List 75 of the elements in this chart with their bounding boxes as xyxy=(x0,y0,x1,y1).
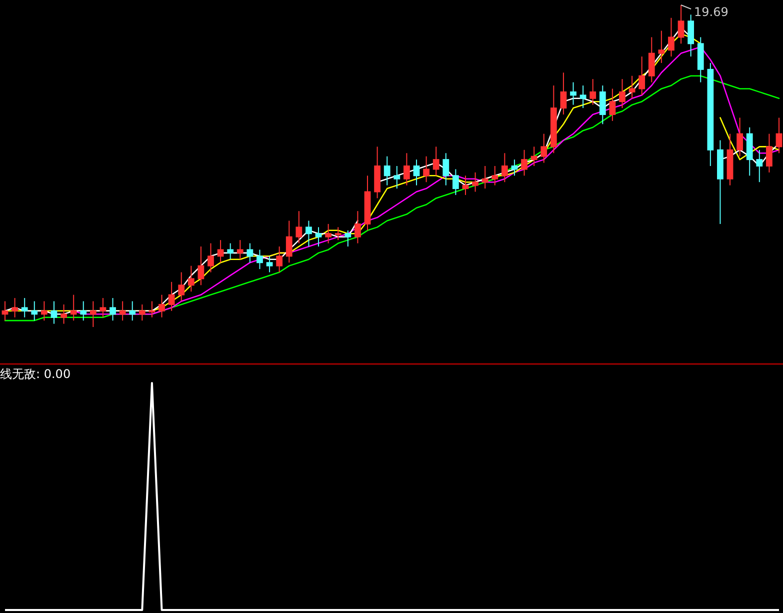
candlestick xyxy=(688,14,694,58)
candlestick xyxy=(462,175,469,196)
candlestick xyxy=(746,126,753,176)
candlestick xyxy=(31,300,38,322)
candlestick xyxy=(472,172,478,192)
chart-title: 线无敌: 0.00 xyxy=(0,367,71,381)
candlestick xyxy=(384,156,390,186)
candlestick xyxy=(208,242,214,273)
candlestick xyxy=(100,298,106,318)
candlestick xyxy=(168,281,175,312)
candlestick xyxy=(188,265,194,292)
candlestick xyxy=(452,168,459,196)
candlestick xyxy=(276,246,283,273)
candlestick xyxy=(90,300,96,328)
candlestick xyxy=(12,298,18,318)
candlestick xyxy=(404,152,410,186)
candlestick xyxy=(394,166,400,190)
candlestick xyxy=(560,72,567,115)
candlestick xyxy=(492,166,498,186)
candlestick xyxy=(306,220,312,247)
candlestick xyxy=(158,294,165,318)
candlestick xyxy=(413,159,420,186)
candlestick xyxy=(296,210,302,244)
candlestick xyxy=(138,304,146,322)
candlestick xyxy=(717,140,724,224)
candlestick xyxy=(119,300,126,322)
candlestick xyxy=(521,149,528,176)
candlestick xyxy=(2,300,8,322)
candlestick xyxy=(570,82,576,106)
candlestick xyxy=(599,85,606,125)
candlestick xyxy=(60,304,67,324)
candlestick xyxy=(70,294,77,322)
candlestick xyxy=(286,220,292,264)
candlestick xyxy=(766,133,772,173)
candlestick xyxy=(756,149,763,183)
candlestick xyxy=(668,17,674,58)
candlestick xyxy=(423,156,430,183)
candlestick xyxy=(580,85,586,109)
candlestick xyxy=(678,4,684,44)
candlestick xyxy=(609,88,616,122)
candlestick xyxy=(530,146,538,166)
candlestick xyxy=(80,300,87,322)
candlestick xyxy=(442,152,450,186)
candlestick xyxy=(590,78,596,106)
candlestick xyxy=(776,117,782,154)
candlestick xyxy=(129,300,136,322)
candlestick xyxy=(638,56,646,96)
candlestick xyxy=(266,256,273,273)
candlestick xyxy=(40,300,48,322)
candlestick xyxy=(726,133,734,186)
candlestick xyxy=(325,223,332,244)
candlestick xyxy=(619,78,626,109)
candlestick xyxy=(697,36,704,83)
candlestick xyxy=(540,133,548,164)
candlestick xyxy=(736,117,744,157)
candlestick xyxy=(648,36,655,83)
candlestick xyxy=(236,240,244,260)
candlestick xyxy=(256,249,263,270)
candlestick xyxy=(315,226,322,247)
candlestick xyxy=(482,166,488,190)
candlestick xyxy=(658,30,665,64)
candlestick xyxy=(110,298,116,322)
candlestick xyxy=(217,240,224,264)
candlestick xyxy=(511,159,518,176)
candlestick xyxy=(198,246,204,286)
candlestick xyxy=(501,152,508,183)
candlestick xyxy=(50,300,58,324)
candlestick xyxy=(21,298,28,318)
candlestick xyxy=(550,85,557,154)
annotation: 19.69 xyxy=(694,5,728,19)
candlestick xyxy=(432,146,440,176)
candlestick xyxy=(364,175,371,231)
candlestick xyxy=(628,75,636,99)
candlestick xyxy=(707,62,714,166)
candlestick xyxy=(354,210,361,244)
